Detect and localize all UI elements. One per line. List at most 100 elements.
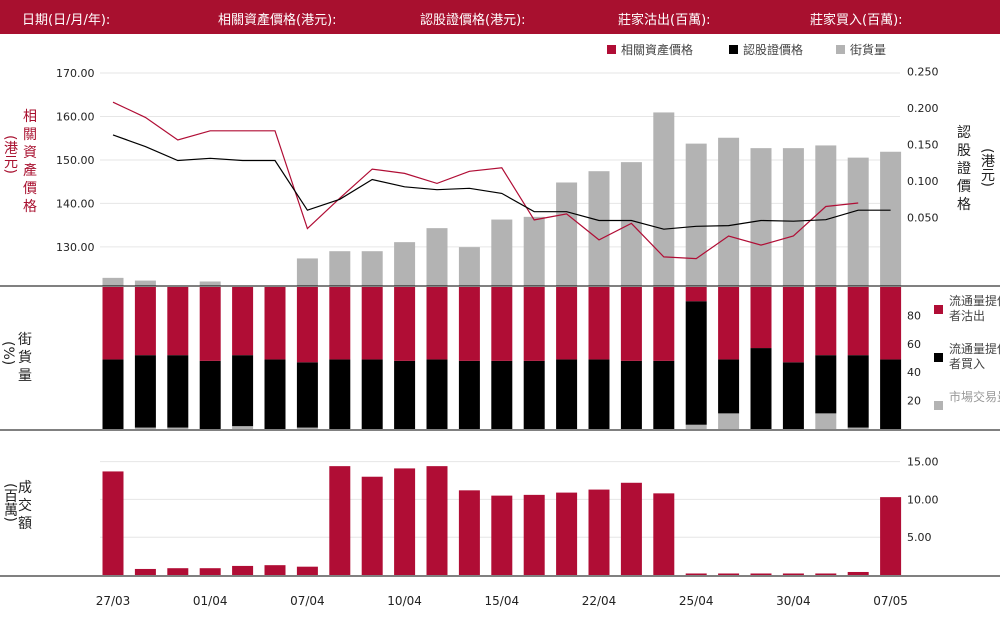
header-warrant-price-label: 認股證價格(港元): <box>420 13 526 28</box>
lp-buy-bar <box>556 359 578 429</box>
y-left-tick-label: 170.00 <box>56 67 95 80</box>
street-volume-bar <box>134 280 156 286</box>
legend-swatch <box>836 45 845 54</box>
y-right-tick-label: 0.250 <box>907 65 939 78</box>
left-bot-axis-title: 成交額 <box>18 480 32 532</box>
y-right-tick-label: 0.150 <box>907 138 939 151</box>
turnover-bar <box>556 492 578 575</box>
turnover-bar <box>199 568 221 575</box>
lp-sell-bar <box>296 287 318 363</box>
lp-sell-bar <box>491 287 513 361</box>
lp-buy-bar <box>394 360 416 429</box>
street-volume-bar <box>361 251 383 286</box>
lp-sell-bar <box>264 287 286 360</box>
x-tick-label: 07/05 <box>873 594 908 608</box>
street-volume-bar <box>847 157 869 286</box>
legend-swatch <box>729 45 738 54</box>
street-volume-bar <box>296 258 318 286</box>
lp-sell-bar <box>750 287 772 349</box>
y-mid-tick-label: 60 <box>907 338 921 351</box>
turnover-bar <box>588 489 610 575</box>
right-top-axis-title: 認股證價格 <box>957 125 971 213</box>
market-volume-bar <box>718 413 740 429</box>
lp-sell-bar <box>880 287 902 360</box>
street-volume-bar <box>880 151 902 286</box>
street-volume-bar <box>588 171 610 286</box>
left-top-axis-unit: (港元) <box>2 135 18 174</box>
street-volume-bar <box>685 143 707 286</box>
lp-sell-bar <box>232 287 254 356</box>
lp-buy-bar <box>264 359 286 429</box>
legend-label: 相關資產價格 <box>621 42 693 57</box>
street-volume-bar <box>750 148 772 286</box>
x-tick-label: 27/03 <box>96 594 131 608</box>
legend-label: 流通量提供者買入 <box>949 341 1000 371</box>
lp-sell-bar <box>361 287 383 360</box>
turnover-bar <box>102 471 124 575</box>
turnover-bar <box>782 573 804 575</box>
lp-buy-bar <box>134 355 156 428</box>
street-volume-bar <box>394 242 416 286</box>
lp-buy-bar <box>815 355 837 414</box>
y-mid-tick-label: 20 <box>907 395 921 408</box>
street-volume-bar <box>556 182 578 286</box>
left-mid-axis-unit: (%) <box>0 341 16 366</box>
lp-sell-bar <box>199 287 221 361</box>
x-tick-label: 10/04 <box>387 594 422 608</box>
legend-swatch <box>934 305 943 314</box>
turnover-bar <box>815 573 837 575</box>
turnover-bar <box>685 573 707 575</box>
lp-buy-bar <box>847 355 869 428</box>
lp-buy-bar <box>880 359 902 429</box>
y-right-tick-label: 0.100 <box>907 175 939 188</box>
lp-sell-bar <box>782 287 804 363</box>
street-volume-bar <box>491 219 513 286</box>
y-left-tick-label: 140.00 <box>56 197 95 210</box>
lp-buy-bar <box>491 360 513 429</box>
lp-buy-bar <box>458 360 480 429</box>
lp-buy-bar <box>102 359 124 429</box>
street-volume-bar <box>523 216 545 286</box>
lp-buy-bar <box>750 348 772 429</box>
y-bot-tick-label: 10.00 <box>907 493 939 506</box>
legend-label: 街貨量 <box>850 42 886 57</box>
lp-buy-bar <box>426 359 448 429</box>
lp-buy-bar <box>296 362 318 428</box>
turnover-bar <box>523 494 545 575</box>
lp-sell-bar <box>588 287 610 360</box>
turnover-bar <box>134 568 156 575</box>
lp-buy-bar <box>523 360 545 429</box>
header-underlying-price-label: 相關資產價格(港元): <box>218 13 337 28</box>
turnover-bar <box>296 566 318 575</box>
lp-buy-bar <box>782 362 804 429</box>
market-volume-bar <box>167 427 189 429</box>
lp-sell-bar <box>685 287 707 302</box>
lp-sell-bar <box>847 287 869 356</box>
y-left-tick-label: 130.00 <box>56 241 95 254</box>
turnover-bar <box>232 565 254 575</box>
y-bot-tick-label: 15.00 <box>907 456 939 469</box>
y-right-tick-label: 0.200 <box>907 102 939 115</box>
lp-sell-bar <box>458 287 480 361</box>
y-mid-tick-label: 40 <box>907 366 921 379</box>
street-volume-bar <box>653 112 675 286</box>
lp-buy-bar <box>653 360 675 429</box>
turnover-bar <box>329 466 351 575</box>
turnover-bar <box>620 482 642 575</box>
lp-sell-bar <box>134 287 156 356</box>
turnover-bar <box>458 490 480 575</box>
turnover-bar <box>394 468 416 575</box>
turnover-bar <box>264 565 286 575</box>
x-tick-label: 22/04 <box>582 594 617 608</box>
street-volume-bar <box>782 148 804 286</box>
left-mid-axis-title: 街貨量 <box>18 332 32 384</box>
lp-sell-bar <box>815 287 837 356</box>
lp-buy-bar <box>685 301 707 425</box>
lp-sell-bar <box>523 287 545 361</box>
market-volume-bar <box>232 426 254 429</box>
turnover-bar <box>750 573 772 575</box>
y-left-tick-label: 150.00 <box>56 154 95 167</box>
lp-buy-bar <box>329 359 351 429</box>
street-volume-bar <box>718 137 740 286</box>
lp-buy-bar <box>361 359 383 429</box>
